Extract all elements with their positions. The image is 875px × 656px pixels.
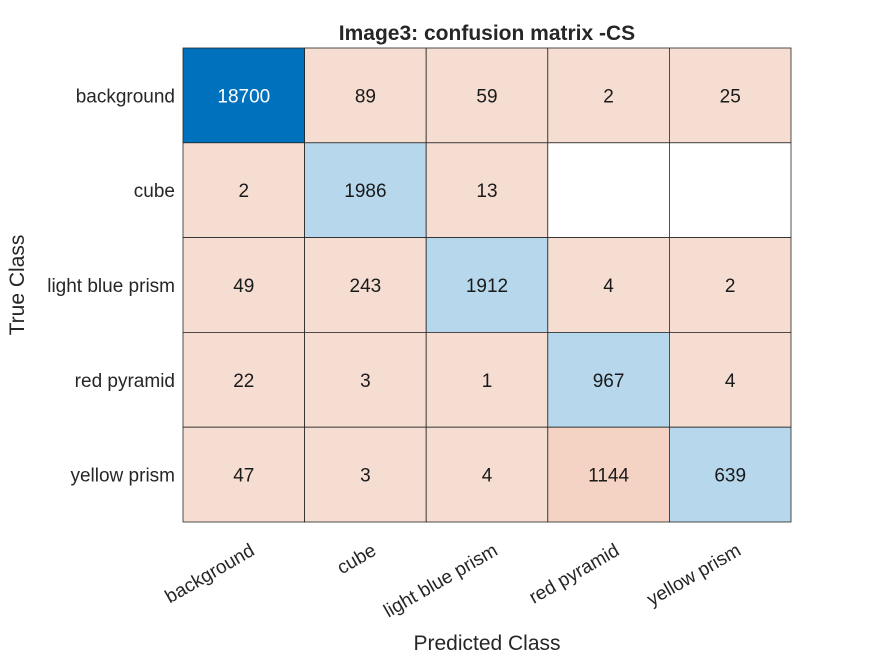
matrix-cell [425, 426, 549, 523]
matrix-cell [425, 142, 549, 239]
y-tick-label: red pyramid [75, 371, 175, 392]
matrix-cell [669, 426, 792, 523]
cell-value-label: 4 [603, 276, 614, 297]
cell-value-label: 18700 [217, 86, 270, 107]
x-tick-labels: background cube light blue prism red pyrami… [162, 540, 745, 622]
matrix-cell [182, 47, 305, 144]
cell-value-label: 4 [482, 466, 493, 487]
matrix-cell [547, 331, 670, 428]
cell-value-label: 47 [233, 466, 254, 487]
y-tick-labels: background cube light blue prism red pyrami… [47, 86, 175, 486]
cell-value-label: 22 [233, 371, 254, 392]
cell-value-label: 639 [714, 466, 746, 487]
matrix-cell [304, 426, 427, 523]
matrix-cell [182, 331, 305, 428]
matrix-cell [304, 237, 427, 333]
cell-value-label: 59 [476, 86, 497, 107]
y-tick-label: light blue prism [47, 276, 175, 297]
matrix-cell [669, 142, 792, 239]
cell-value-label: 49 [233, 276, 254, 297]
y-tick-label: cube [134, 181, 175, 202]
cell-value-label: 1986 [344, 181, 386, 202]
matrix-cell [182, 142, 305, 239]
cell-value-label: 2 [725, 276, 736, 297]
x-tick-label: light blue prism [380, 540, 501, 622]
cell-value-label: 1144 [588, 466, 629, 487]
matrix-cell [547, 142, 670, 239]
cell-value-label: 243 [350, 276, 382, 297]
cell-value-label: 3 [360, 466, 371, 487]
cell-value-label: 2 [603, 86, 614, 107]
y-tick-label: yellow prism [70, 466, 175, 487]
cell-value-label: 13 [476, 181, 497, 202]
matrix-cell [304, 331, 427, 428]
cell-value-label: 3 [360, 371, 371, 392]
cell-value-label: 2 [239, 181, 250, 202]
matrix-cell [669, 237, 792, 333]
x-tick-label: red pyramid [526, 540, 623, 608]
cell-value-label: 4 [725, 371, 736, 392]
y-tick-label: background [76, 86, 175, 107]
chart-title: Image3: confusion matrix -CS [339, 22, 635, 45]
matrix-cell [182, 426, 305, 523]
x-tick-label: cube [334, 540, 380, 579]
matrix-cell [669, 47, 792, 144]
y-axis-title: True Class [6, 235, 29, 336]
cell-value-label: 1912 [466, 276, 508, 297]
matrix-cell [304, 47, 427, 144]
x-tick-label: yellow prism [644, 540, 745, 610]
matrix-cell [547, 237, 670, 333]
cell-value-label: 1 [482, 371, 493, 392]
x-axis-title: Predicted Class [413, 632, 560, 655]
cell-value-label: 25 [720, 86, 741, 107]
matrix-cell [425, 47, 549, 144]
matrix-cell [547, 47, 670, 144]
x-tick-label: background [162, 540, 258, 608]
cell-value-label: 967 [593, 371, 625, 392]
cell-value-label: 89 [355, 86, 376, 107]
matrix-cell [425, 331, 549, 428]
matrix-cell [669, 331, 792, 428]
matrix-cell [547, 426, 670, 523]
